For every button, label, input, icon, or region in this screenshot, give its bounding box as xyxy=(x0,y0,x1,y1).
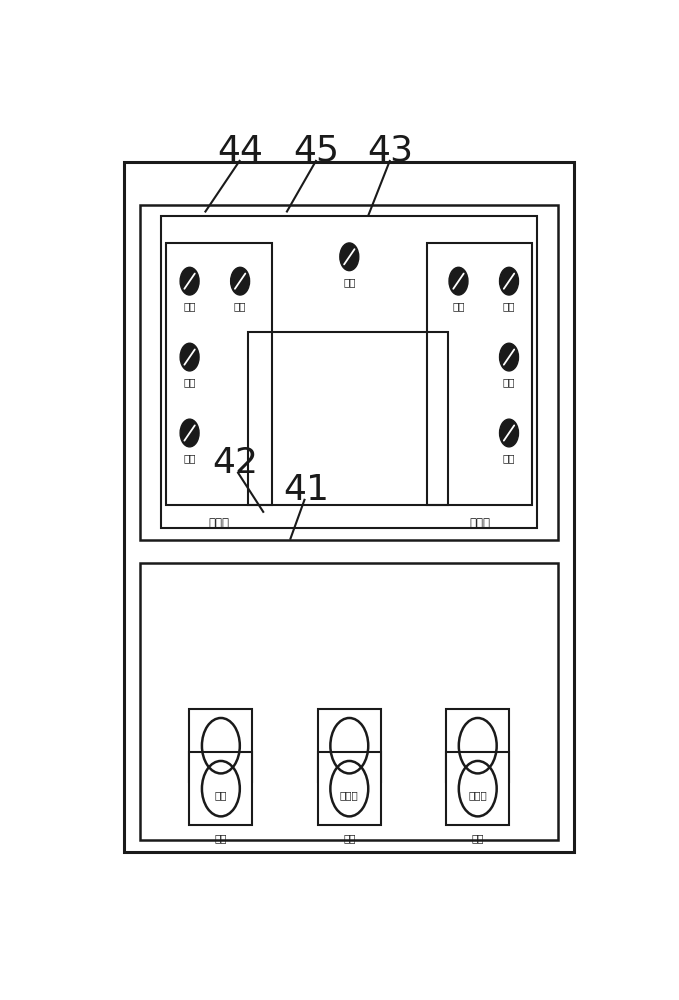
Bar xyxy=(318,709,381,782)
Text: 运行: 运行 xyxy=(234,301,246,311)
Text: 运行: 运行 xyxy=(452,301,464,311)
Bar xyxy=(189,752,253,825)
Bar xyxy=(140,563,558,840)
Bar xyxy=(427,243,532,505)
Text: 报警: 报警 xyxy=(502,377,515,387)
Text: 41: 41 xyxy=(283,473,329,507)
Bar xyxy=(166,243,272,505)
Text: 退磁: 退磁 xyxy=(502,453,515,463)
Bar xyxy=(446,709,509,782)
Bar xyxy=(318,752,381,825)
Text: 报警: 报警 xyxy=(183,377,196,387)
Text: 45: 45 xyxy=(293,134,340,168)
Text: 解锁: 解锁 xyxy=(343,833,356,843)
Circle shape xyxy=(231,267,250,295)
Bar xyxy=(140,205,558,540)
Text: 动模板: 动模板 xyxy=(208,517,230,530)
Circle shape xyxy=(180,419,199,447)
Text: 解锁: 解锁 xyxy=(343,277,356,287)
Circle shape xyxy=(500,419,519,447)
Bar xyxy=(189,709,253,782)
Bar xyxy=(161,216,538,528)
Circle shape xyxy=(180,267,199,295)
Circle shape xyxy=(180,343,199,371)
Bar xyxy=(446,752,509,825)
Text: 退磁: 退磁 xyxy=(183,453,196,463)
Bar xyxy=(248,332,448,505)
Text: 44: 44 xyxy=(217,134,263,168)
Text: 充磁: 充磁 xyxy=(502,301,515,311)
Text: 充磁: 充磁 xyxy=(183,301,196,311)
Text: 功能: 功能 xyxy=(215,790,227,800)
Text: 动模板: 动模板 xyxy=(340,790,359,800)
Text: 定模板: 定模板 xyxy=(469,790,487,800)
Text: 退磁: 退磁 xyxy=(471,833,484,843)
Text: 定模板: 定模板 xyxy=(469,517,490,530)
Circle shape xyxy=(340,243,359,271)
Text: 42: 42 xyxy=(212,446,258,480)
Text: 充磁: 充磁 xyxy=(215,833,227,843)
Circle shape xyxy=(500,343,519,371)
Circle shape xyxy=(449,267,468,295)
Text: 43: 43 xyxy=(367,134,413,168)
Bar xyxy=(124,162,574,852)
Circle shape xyxy=(500,267,519,295)
